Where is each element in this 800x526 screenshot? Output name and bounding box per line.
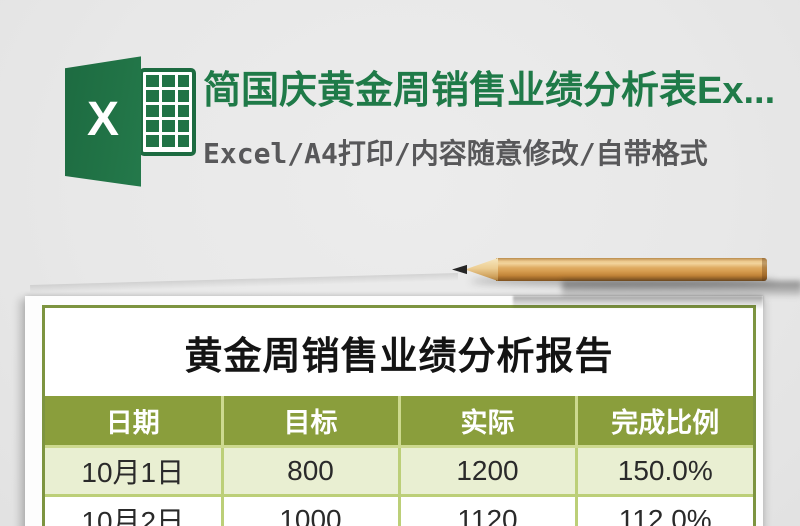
column-header-actual: 实际 bbox=[397, 394, 578, 448]
banner: 简国庆黄金周销售业绩分析表Ex... Excel/A4打印/内容随意修改/自带格… bbox=[203, 70, 793, 172]
cell-target: 800 bbox=[220, 445, 401, 497]
cell-actual: 1120 bbox=[397, 494, 578, 526]
paper-sheet: 黄金周销售业绩分析报告 日期 目标 实际 完成比例 10月1日 800 1200 bbox=[25, 296, 763, 526]
header-row: 日期 目标 实际 完成比例 bbox=[43, 394, 755, 448]
pencil-cast-shadow bbox=[562, 281, 800, 296]
pencil-tip-icon bbox=[452, 264, 467, 275]
cell-actual: 1200 bbox=[397, 445, 578, 497]
cell-target: 1000 bbox=[220, 494, 401, 526]
excel-x-letter: X bbox=[86, 92, 119, 146]
report-frame: 黄金周销售业绩分析报告 日期 目标 实际 完成比例 10月1日 800 1200 bbox=[42, 305, 756, 526]
cell-completion: 112.0% bbox=[574, 494, 755, 526]
banner-subtitle: Excel/A4打印/内容随意修改/自带格式 bbox=[203, 137, 708, 170]
pencil-shadow-line bbox=[30, 273, 459, 293]
pencil-body bbox=[496, 258, 767, 281]
excel-cover-sheet-icon: X bbox=[65, 56, 141, 187]
pencil-sharpened-wood bbox=[465, 258, 498, 281]
table-row: 10月1日 800 1200 150.0% bbox=[43, 445, 755, 497]
banner-title: 简国庆黄金周销售业绩分析表Ex... bbox=[203, 70, 776, 112]
cell-completion: 150.0% bbox=[574, 445, 755, 497]
report-title-area: 黄金周销售业绩分析报告 bbox=[45, 308, 753, 396]
report-title: 黄金周销售业绩分析报告 bbox=[184, 335, 614, 378]
excel-logo-icon: X bbox=[65, 55, 199, 188]
excel-grid-cells bbox=[146, 75, 189, 149]
excel-spreadsheet-grid-icon bbox=[139, 68, 196, 156]
report-table: 日期 目标 实际 完成比例 10月1日 800 1200 150.0% 10月2… bbox=[43, 394, 755, 526]
cell-date: 10月1日 bbox=[43, 445, 224, 497]
column-header-date: 日期 bbox=[43, 394, 224, 448]
cell-date: 10月2日 bbox=[43, 494, 224, 526]
column-header-target: 目标 bbox=[220, 394, 401, 448]
table-row: 10月2日 1000 1120 112.0% bbox=[43, 494, 755, 526]
column-header-completion: 完成比例 bbox=[574, 394, 755, 448]
